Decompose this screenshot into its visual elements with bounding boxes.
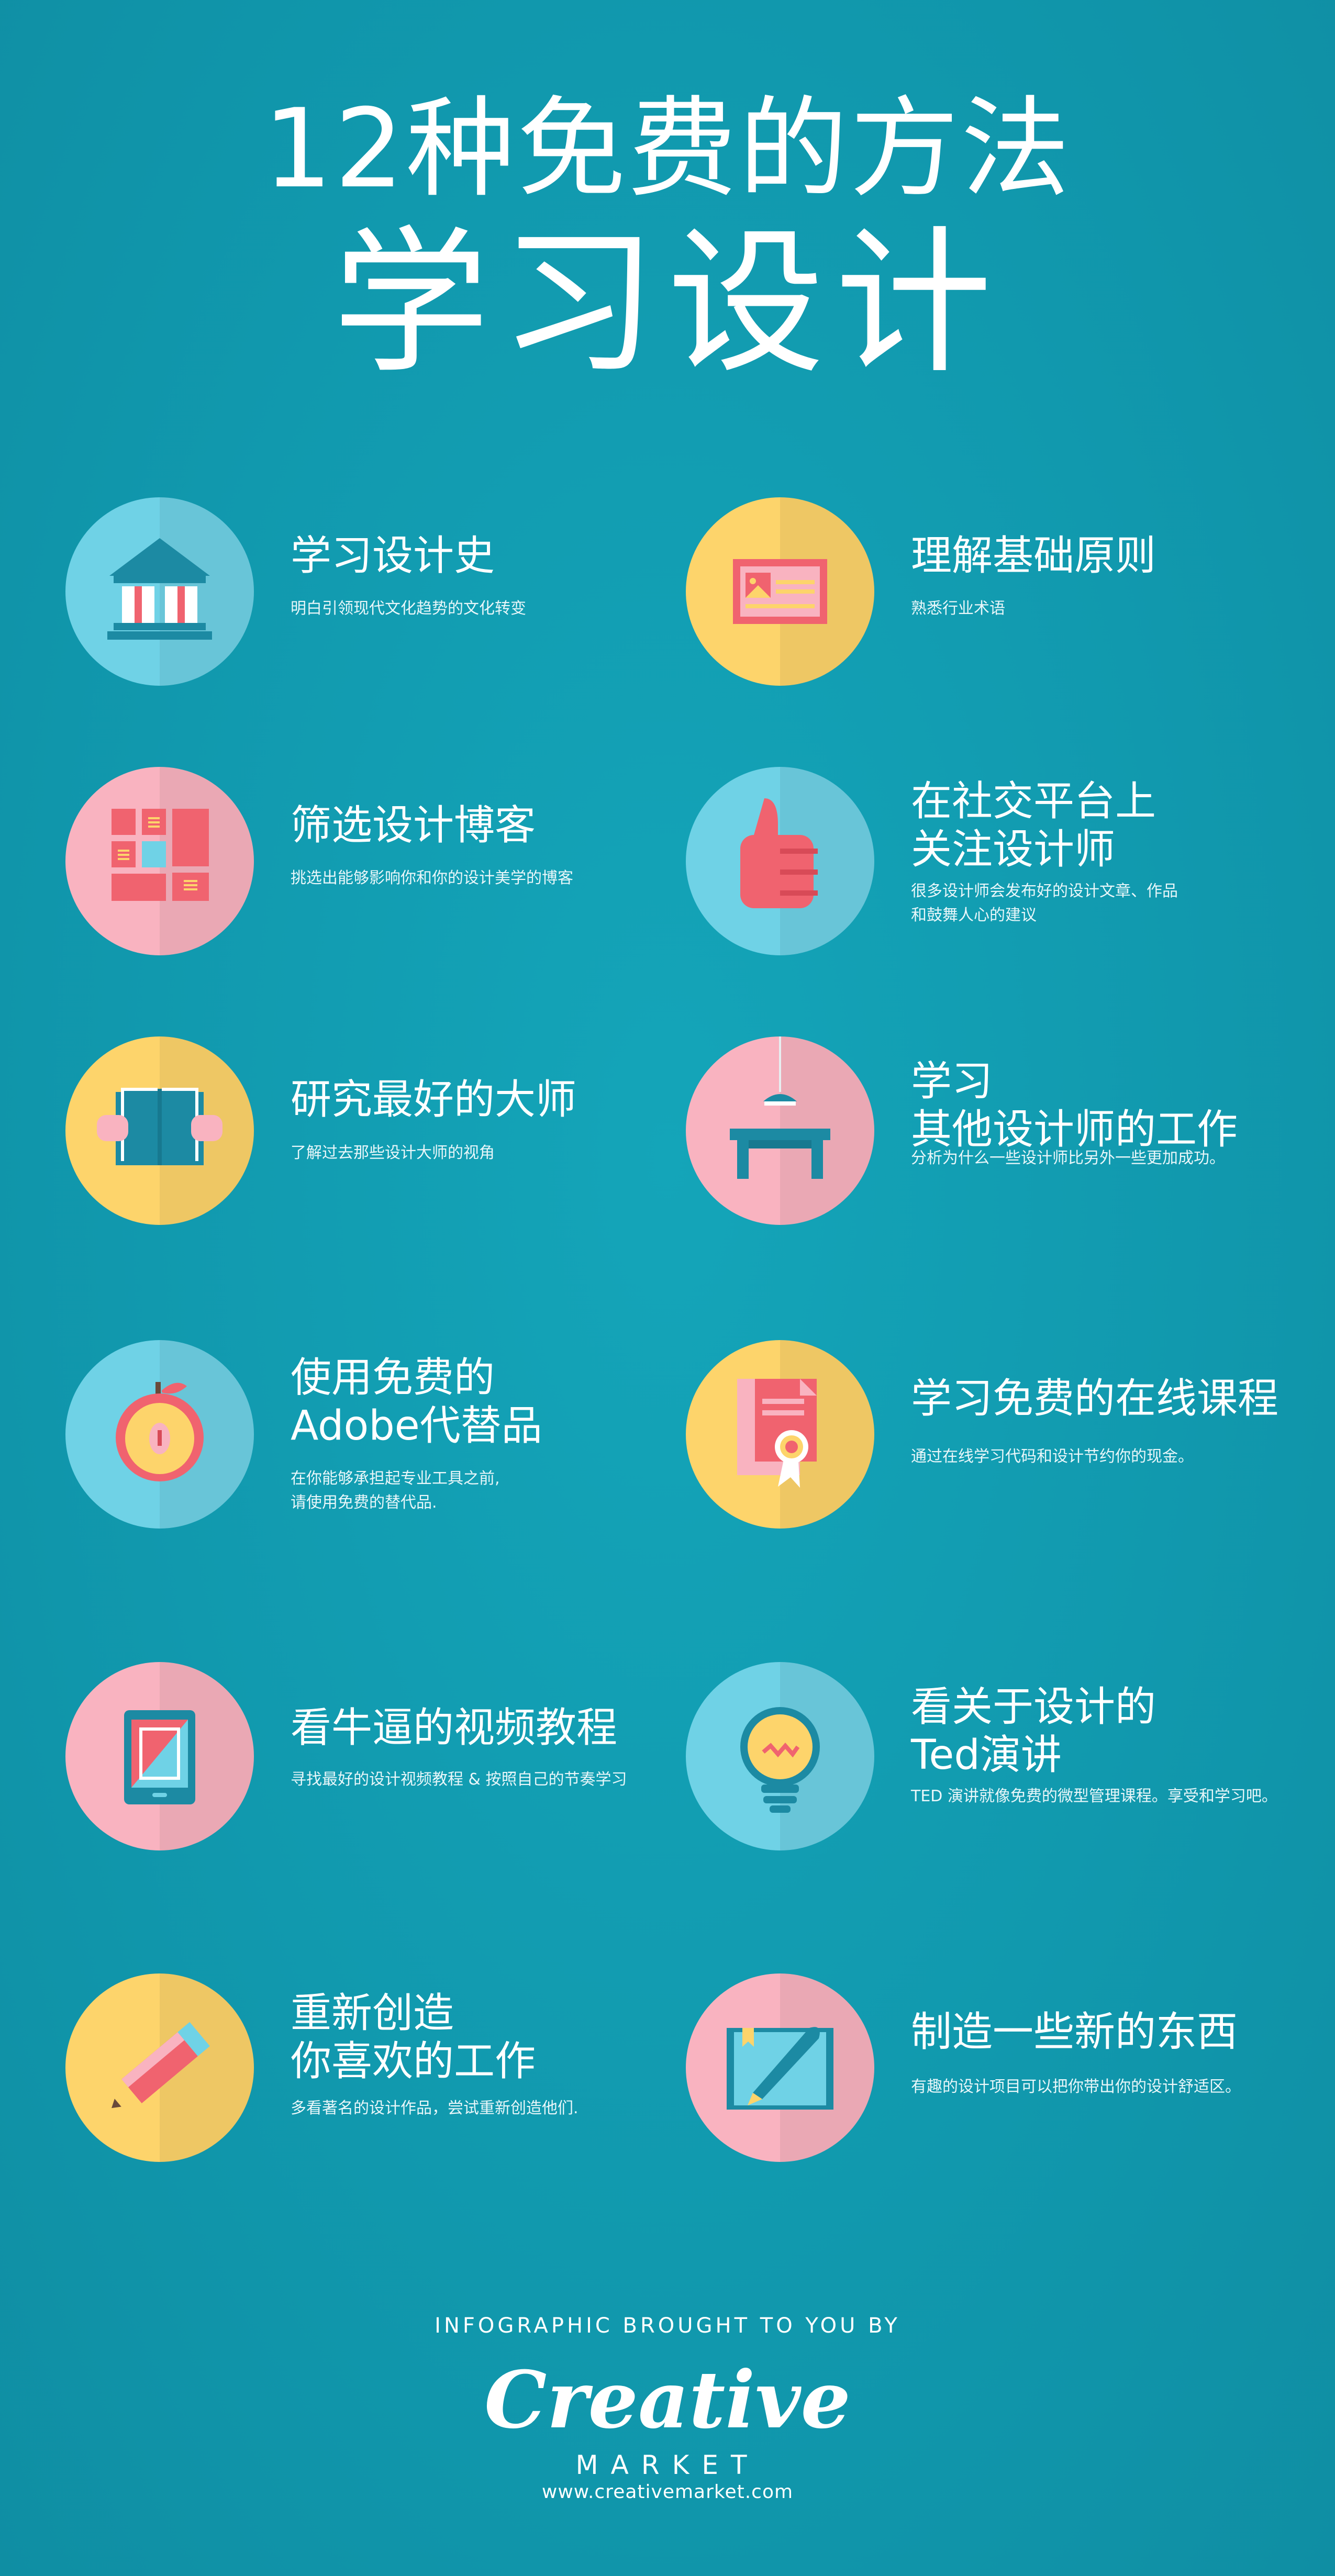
list-item: 学习免费的在线课程 通过在线学习代码和设计节约你的现金。 (686, 1340, 1330, 1539)
item-description: 明白引领现代文化趋势的文化转变 (291, 599, 526, 618)
pen-book-icon (686, 1973, 874, 2162)
book-icon (65, 1036, 254, 1225)
item-description: 在你能够承担起专业工具之前, 请使用免费的替代品. (291, 1469, 500, 1512)
list-item: 使用免费的 Adobe代替品 在你能够承担起专业工具之前, 请使用免费的替代品. (65, 1340, 709, 1539)
item-title: 重新创造 你喜欢的工作 (291, 1990, 536, 2085)
item-title: 在社交平台上 关注设计师 (911, 778, 1156, 873)
footer-credit: INFOGRAPHIC BROUGHT TO YOU BY (435, 2314, 900, 2338)
desk-lamp-icon (686, 1036, 874, 1225)
item-title: 看牛逼的视频教程 (291, 1704, 618, 1752)
list-item: 学习 其他设计师的工作 分析为什么一些设计师比另外一些更加成功。 (686, 1036, 1330, 1235)
item-title: 学习 其他设计师的工作 (911, 1058, 1238, 1153)
item-title: 研究最好的大师 (291, 1076, 577, 1123)
certificate-icon (686, 1340, 874, 1529)
footer-url[interactable]: www.creativemarket.com (541, 2481, 794, 2503)
item-description: 熟悉行业术语 (911, 599, 1005, 618)
list-item: 研究最好的大师 了解过去那些设计大师的视角 (65, 1036, 709, 1235)
item-title: 使用免费的 Adobe代替品 (291, 1354, 542, 1449)
list-item: 筛选设计博客 挑选出能够影响你和你的设计美学的博客 (65, 767, 709, 966)
item-description: 有趣的设计项目可以把你带出你的设计舒适区。 (911, 2078, 1241, 2096)
apple-icon (65, 1340, 254, 1529)
item-description: TED 演讲就像免费的微型管理课程。享受和学习吧。 (911, 1787, 1277, 1805)
grid-layout-icon (65, 767, 254, 955)
lightbulb-icon (686, 1662, 874, 1850)
item-title: 学习免费的在线课程 (911, 1375, 1279, 1422)
list-item: 在社交平台上 关注设计师 很多设计师会发布好的设计文章、作品 和鼓舞人心的建议 (686, 767, 1330, 966)
tablet-icon (65, 1662, 254, 1850)
list-item: 重新创造 你喜欢的工作 多看著名的设计作品，尝试重新创造他们. (65, 1973, 709, 2172)
item-description: 挑选出能够影响你和你的设计美学的博客 (291, 869, 573, 887)
building-icon (65, 497, 254, 686)
item-title: 理解基础原则 (911, 532, 1156, 579)
list-item: 学习设计史 明白引领现代文化趋势的文化转变 (65, 497, 709, 696)
logo-market-text: MARKET (575, 2450, 760, 2480)
item-title: 学习设计史 (291, 532, 495, 579)
list-item: 看牛逼的视频教程 寻找最好的设计视频教程 & 按照自己的节奏学习 (65, 1662, 709, 1861)
item-title: 看关于设计的 Ted演讲 (911, 1683, 1156, 1779)
item-description: 寻找最好的设计视频教程 & 按照自己的节奏学习 (291, 1770, 627, 1789)
item-title: 筛选设计博客 (291, 802, 536, 849)
list-item: 制造一些新的东西 有趣的设计项目可以把你带出你的设计舒适区。 (686, 1973, 1330, 2172)
item-description: 了解过去那些设计大师的视角 (291, 1144, 495, 1162)
item-description: 通过在线学习代码和设计节约你的现金。 (911, 1447, 1194, 1466)
item-title: 制造一些新的东西 (911, 2009, 1238, 2056)
creative-market-logo: Creative (484, 2354, 851, 2446)
list-item: 看关于设计的 Ted演讲 TED 演讲就像免费的微型管理课程。享受和学习吧。 (686, 1662, 1330, 1861)
item-description: 多看著名的设计作品，尝试重新创造他们. (291, 2099, 578, 2117)
thumbs-up-icon (686, 767, 874, 955)
card-icon (686, 497, 874, 686)
page-title-line1: 12种免费的方法 (263, 86, 1072, 213)
pencil-icon (65, 1973, 254, 2162)
item-description: 很多设计师会发布好的设计文章、作品 和鼓舞人心的建议 (911, 882, 1178, 924)
list-item: 理解基础原则 熟悉行业术语 (686, 497, 1330, 696)
item-description: 分析为什么一些设计师比另外一些更加成功。 (911, 1149, 1225, 1167)
page-title-line2: 学习设计 (332, 212, 1003, 395)
